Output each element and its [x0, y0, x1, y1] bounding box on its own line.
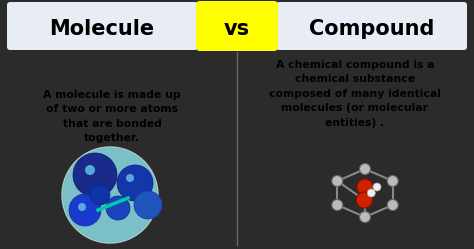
Circle shape — [332, 199, 343, 210]
Circle shape — [63, 148, 157, 242]
Circle shape — [117, 165, 153, 201]
Circle shape — [85, 165, 95, 175]
Circle shape — [62, 147, 158, 243]
Text: A molecule is made up
of two or more atoms
that are bonded
together.: A molecule is made up of two or more ato… — [43, 90, 181, 143]
Circle shape — [332, 176, 343, 187]
FancyBboxPatch shape — [196, 1, 278, 51]
Circle shape — [387, 199, 398, 210]
Circle shape — [373, 183, 381, 191]
Circle shape — [106, 196, 130, 220]
Circle shape — [126, 174, 134, 182]
Text: Molecule: Molecule — [49, 19, 155, 39]
Circle shape — [357, 179, 373, 195]
Text: A chemical compound is a
chemical substance
composed of many identical
molecules: A chemical compound is a chemical substa… — [269, 60, 441, 127]
Text: Compound: Compound — [310, 19, 435, 39]
Circle shape — [90, 185, 110, 205]
Circle shape — [367, 189, 375, 197]
Circle shape — [73, 153, 117, 197]
Circle shape — [359, 164, 371, 175]
Text: vs: vs — [224, 19, 250, 39]
FancyBboxPatch shape — [276, 2, 467, 50]
Circle shape — [356, 192, 372, 208]
Circle shape — [359, 211, 371, 223]
Circle shape — [69, 194, 101, 226]
Circle shape — [134, 191, 162, 219]
Circle shape — [387, 176, 398, 187]
FancyBboxPatch shape — [7, 2, 198, 50]
Circle shape — [78, 203, 86, 211]
Circle shape — [359, 187, 371, 198]
